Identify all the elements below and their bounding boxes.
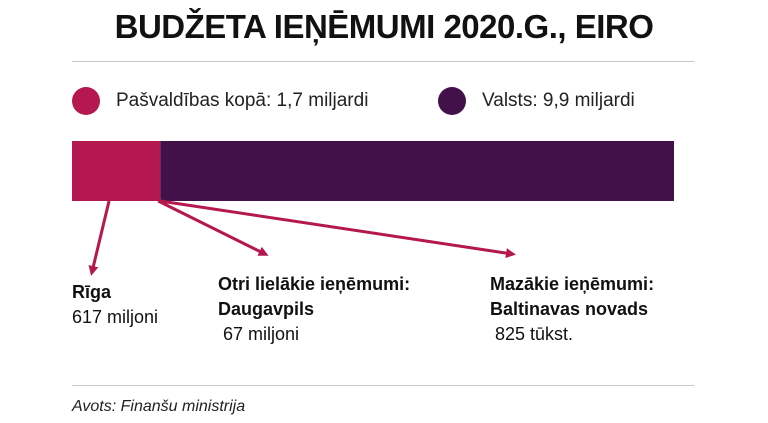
annotation-baltinava-subheading: Baltinavas novads xyxy=(490,299,649,319)
annotation-baltinava-heading: Mazākie ieņēmumi: xyxy=(490,274,655,294)
annotation-daugavpils-subheading: Daugavpils xyxy=(218,299,315,319)
bottom-divider xyxy=(72,385,694,386)
source-note: Avots: Finanšu ministrija xyxy=(72,398,246,415)
annotation-daugavpils-heading: Otri lielākie ieņēmumi: xyxy=(218,274,411,294)
top-divider xyxy=(72,61,694,62)
legend-label-municipalities: Pašvaldības kopā: 1,7 miljardi xyxy=(116,90,369,111)
annotation-baltinava: Mazākie ieņēmumi: Baltinavas novads 825 … xyxy=(490,272,654,347)
annotation-riga-heading: Rīga xyxy=(72,282,112,302)
legend-label-state: Valsts: 9,9 miljardi xyxy=(482,90,635,111)
chart-title: BUDŽETA IEŅĒMUMI 2020.G., EIRO xyxy=(114,8,654,45)
annotation-daugavpils: Otri lielākie ieņēmumi: Daugavpils 67 mi… xyxy=(218,272,410,347)
legend-swatch-municipalities xyxy=(72,87,100,115)
arrow-baltinava xyxy=(160,199,516,259)
arrow-daugavpils xyxy=(157,199,269,256)
legend-item-state: Valsts: 9,9 miljardi xyxy=(438,86,635,116)
legend-item-municipalities: Pašvaldības kopā: 1,7 miljardi xyxy=(72,86,368,116)
legend-swatch-state xyxy=(438,87,466,115)
annotation-riga: Rīga 617 miljoni xyxy=(72,280,158,330)
annotation-daugavpils-value: 67 miljoni xyxy=(218,324,300,344)
annotation-baltinava-value: 825 tūkst. xyxy=(490,324,574,344)
arrow-riga xyxy=(88,200,111,276)
bar-segment-municipalities xyxy=(72,141,161,201)
bar-segment-state xyxy=(160,141,675,201)
annotation-riga-value: 617 miljoni xyxy=(72,307,159,327)
